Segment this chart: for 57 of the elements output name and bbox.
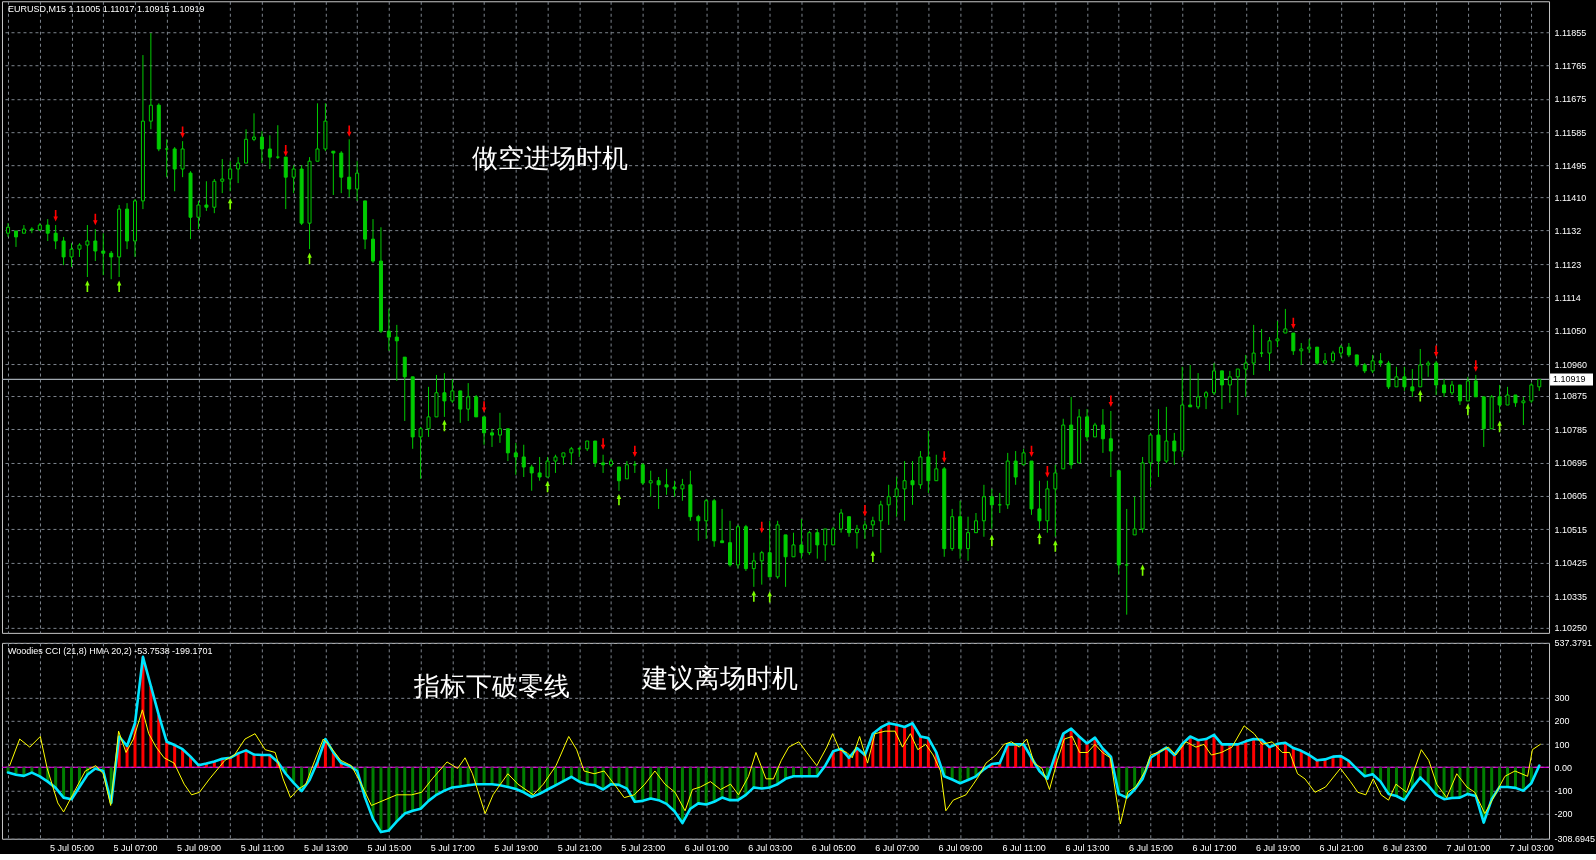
y-tick-label: 200 <box>1554 716 1570 727</box>
x-tick-label: 5 Jul 23:00 <box>621 843 666 854</box>
annotation: 做空进场时机 <box>471 143 628 174</box>
ref-line-label: 1.10919 <box>1553 374 1586 385</box>
y-tick-label: -100 <box>1554 785 1573 796</box>
x-tick-label: 6 Jul 19:00 <box>1255 843 1300 854</box>
y-tick-label: 0.00 <box>1554 762 1573 773</box>
x-tick-label: 6 Jul 11:00 <box>1002 843 1046 854</box>
y-tick-label: 1.10250 <box>1554 623 1588 634</box>
x-tick-label: 5 Jul 09:00 <box>176 843 221 854</box>
x-tick-label: 6 Jul 05:00 <box>811 843 856 854</box>
y-tick-label: 300 <box>1554 693 1570 704</box>
y-tick-label: 537.3791 <box>1554 638 1593 649</box>
y-tick-label: -308.6945 <box>1554 834 1595 845</box>
annotation: 建议离场时机 <box>640 662 798 693</box>
y-tick-label: 1.1123 <box>1554 259 1582 270</box>
x-tick-label: 7 Jul 01:00 <box>1446 843 1491 854</box>
x-tick-label: 7 Jul 03:00 <box>1509 843 1554 854</box>
x-tick-label: 5 Jul 21:00 <box>557 843 602 854</box>
y-tick-label: 100 <box>1554 739 1570 750</box>
x-tick-label: 5 Jul 15:00 <box>367 843 412 854</box>
x-tick-label: 5 Jul 11:00 <box>240 843 285 854</box>
y-tick-label: 1.10785 <box>1554 424 1588 435</box>
x-tick-label: 6 Jul 03:00 <box>748 843 793 854</box>
chart-title: EURUSD,M15 1.11005 1.11017 1.10915 1.10919 <box>7 4 205 15</box>
y-tick-label: 1.10425 <box>1554 558 1588 569</box>
y-tick-label: 1.11410 <box>1554 192 1587 203</box>
annotation: 指标下破零线 <box>412 670 570 701</box>
x-tick-label: 6 Jul 07:00 <box>875 843 920 854</box>
x-tick-label: 5 Jul 19:00 <box>494 843 539 854</box>
y-tick-label: 1.1132 <box>1554 226 1582 237</box>
y-tick-label: 1.10875 <box>1554 391 1588 402</box>
y-tick-label: 1.11855 <box>1554 27 1587 38</box>
x-tick-label: 6 Jul 01:00 <box>684 843 729 854</box>
y-tick-label: -200 <box>1554 809 1573 820</box>
y-tick-label: 1.11585 <box>1554 127 1587 138</box>
x-tick-label: 6 Jul 09:00 <box>938 843 983 854</box>
x-tick-label: 5 Jul 17:00 <box>430 843 475 854</box>
y-tick-label: 1.11675 <box>1554 94 1587 105</box>
x-tick-label: 6 Jul 23:00 <box>1382 843 1427 854</box>
x-tick-label: 6 Jul 21:00 <box>1319 843 1364 854</box>
x-tick-label: 5 Jul 07:00 <box>113 843 158 854</box>
y-tick-label: 1.10605 <box>1554 491 1588 502</box>
y-tick-label: 1.10515 <box>1554 524 1588 535</box>
x-tick-label: 6 Jul 17:00 <box>1192 843 1237 854</box>
chart-title: Woodies CCI (21,8) HMA 20,2) -53.7538 -199.1701 <box>7 645 213 656</box>
x-tick-label: 6 Jul 13:00 <box>1065 843 1110 854</box>
y-tick-label: 1.11765 <box>1554 60 1587 71</box>
y-tick-label: 1.10960 <box>1554 359 1588 370</box>
x-tick-label: 5 Jul 13:00 <box>303 843 348 854</box>
x-tick-label: 6 Jul 15:00 <box>1129 843 1173 854</box>
x-tick-label: 5 Jul 05:00 <box>50 843 95 854</box>
y-tick-label: 1.11495 <box>1554 161 1587 172</box>
y-tick-label: 1.1114 <box>1554 292 1581 303</box>
y-tick-label: 1.11050 <box>1554 326 1587 337</box>
y-tick-label: 1.10695 <box>1554 458 1588 469</box>
y-tick-label: 1.10335 <box>1554 591 1588 602</box>
